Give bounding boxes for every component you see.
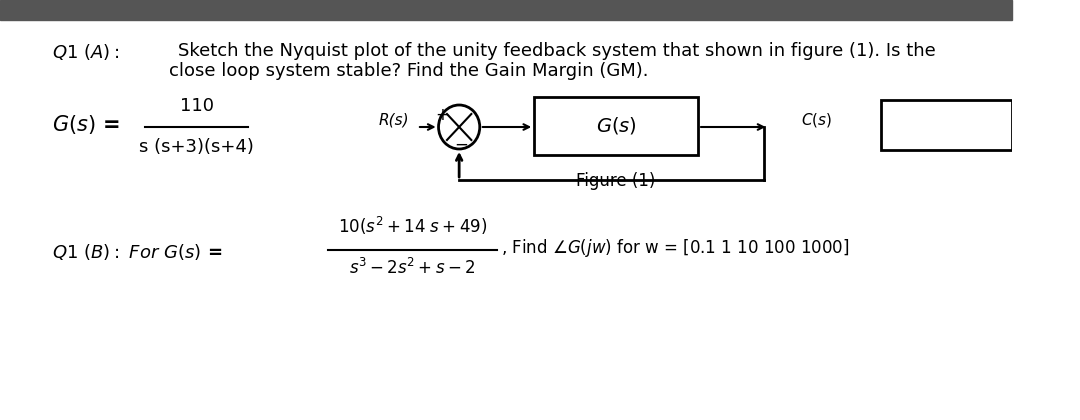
Text: +: + <box>435 106 449 124</box>
Text: $\mathit{Q1\ (A):}$: $\mathit{Q1\ (A):}$ <box>52 42 119 62</box>
Text: $\mathit{C(s)}$: $\mathit{C(s)}$ <box>801 111 833 129</box>
Text: $\mathit{G(s)}$: $\mathit{G(s)}$ <box>596 116 636 136</box>
FancyBboxPatch shape <box>881 100 1012 150</box>
Text: close loop system stable? Find the Gain Margin (GM).: close loop system stable? Find the Gain … <box>168 62 648 80</box>
Text: s (s+3)(s+4): s (s+3)(s+4) <box>139 138 254 156</box>
Text: Figure (1): Figure (1) <box>576 172 656 190</box>
Text: $s^3-2s^2+s-2$: $s^3-2s^2+s-2$ <box>349 258 475 278</box>
Text: −: − <box>454 136 468 154</box>
Text: $\mathit{Q1\ (B):\ For\ G(s)}$ =: $\mathit{Q1\ (B):\ For\ G(s)}$ = <box>52 242 221 262</box>
Text: Sketch the Nyquist plot of the unity feedback system that shown in figure (1). I: Sketch the Nyquist plot of the unity fee… <box>178 42 935 60</box>
Text: 110: 110 <box>179 97 214 115</box>
Text: $10(s^2+14\ s+49)$: $10(s^2+14\ s+49)$ <box>338 215 487 237</box>
Text: R(s): R(s) <box>378 113 409 128</box>
Text: $\mathit{G(s)}$ =: $\mathit{G(s)}$ = <box>52 113 120 136</box>
Bar <box>0 0 1012 20</box>
Text: , Find $\angle G(jw)$ for w = [0.1 1 10 100 1000]: , Find $\angle G(jw)$ for w = [0.1 1 10 … <box>501 237 850 259</box>
FancyBboxPatch shape <box>535 97 698 155</box>
